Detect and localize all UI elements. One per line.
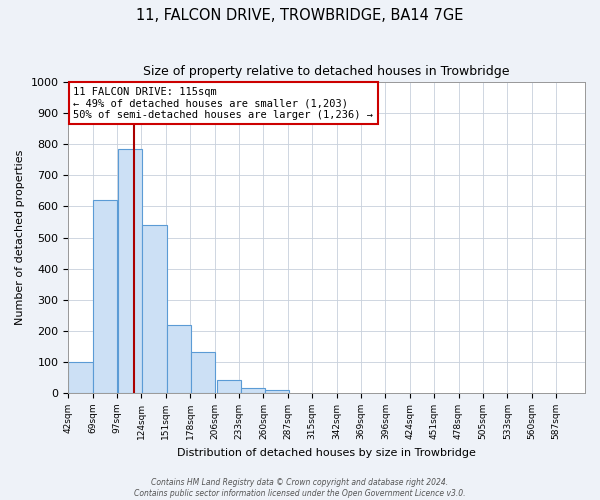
Bar [191,352,215,393]
Y-axis label: Number of detached properties: Number of detached properties [15,150,25,325]
X-axis label: Distribution of detached houses by size in Trowbridge: Distribution of detached houses by size … [177,448,476,458]
Bar [241,388,265,393]
Text: 11 FALCON DRIVE: 115sqm
← 49% of detached houses are smaller (1,203)
50% of semi: 11 FALCON DRIVE: 115sqm ← 49% of detache… [73,86,373,120]
Text: 11, FALCON DRIVE, TROWBRIDGE, BA14 7GE: 11, FALCON DRIVE, TROWBRIDGE, BA14 7GE [136,8,464,22]
Bar [167,324,191,393]
Bar [68,362,92,393]
Bar [118,148,142,393]
Text: Contains HM Land Registry data © Crown copyright and database right 2024.
Contai: Contains HM Land Registry data © Crown c… [134,478,466,498]
Bar [217,380,241,393]
Title: Size of property relative to detached houses in Trowbridge: Size of property relative to detached ho… [143,65,510,78]
Bar [93,200,117,393]
Bar [142,225,167,393]
Bar [265,390,289,393]
